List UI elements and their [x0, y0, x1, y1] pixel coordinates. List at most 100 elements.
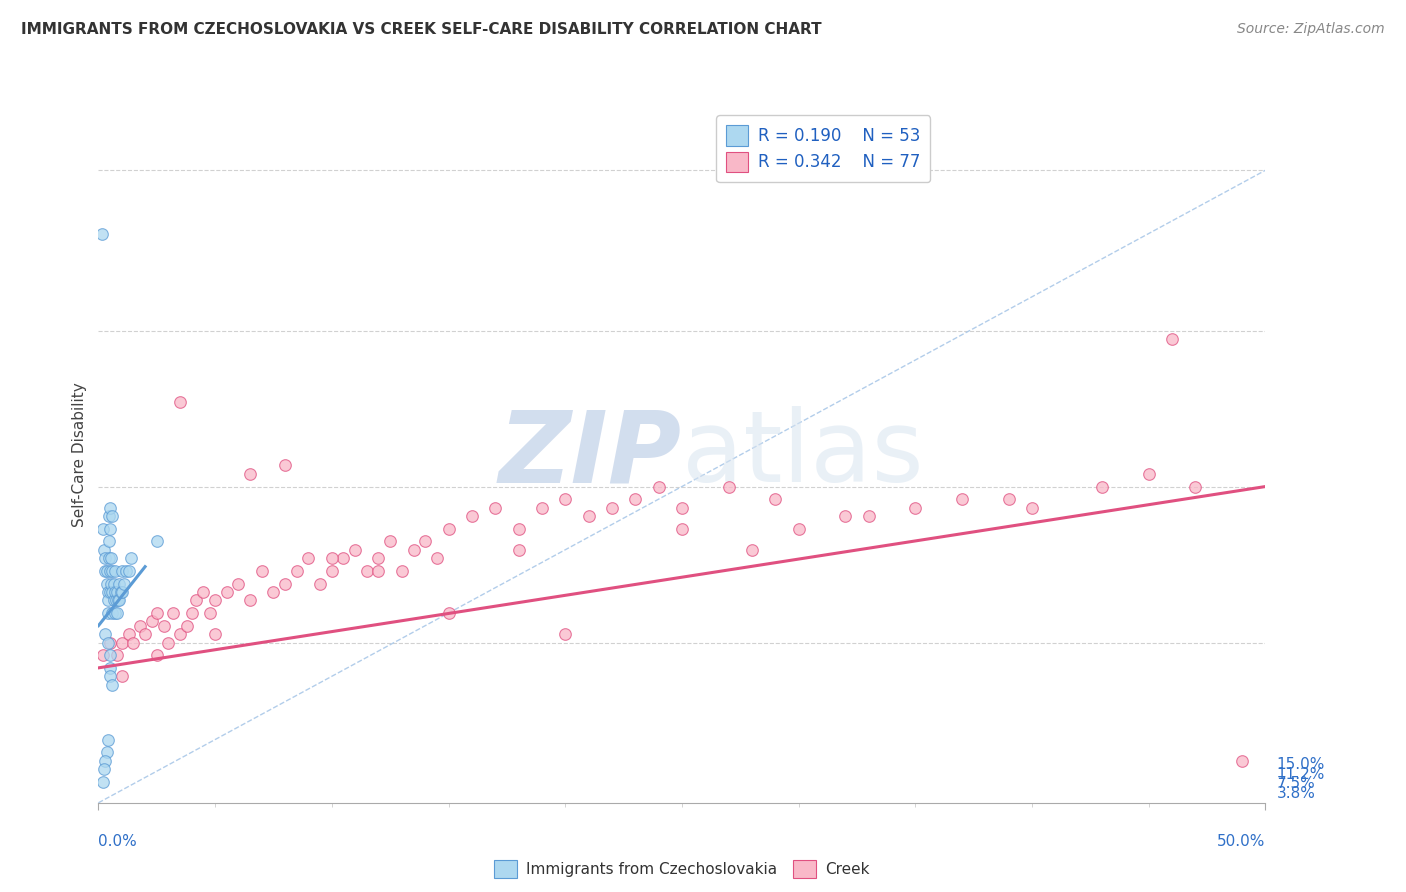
Point	[157, 635, 180, 649]
Point	[103, 576, 125, 591]
Point	[97, 732, 120, 747]
Point	[97, 534, 120, 549]
Point	[215, 585, 238, 599]
Point	[101, 678, 124, 692]
Point	[309, 576, 332, 591]
Point	[204, 593, 226, 607]
Point	[111, 564, 134, 578]
Point	[647, 479, 669, 493]
Point	[141, 615, 163, 629]
Point	[91, 522, 114, 536]
Point	[180, 606, 202, 620]
Point	[344, 542, 367, 557]
Point	[108, 593, 131, 607]
Point	[741, 542, 763, 557]
Point	[169, 395, 191, 409]
Point	[437, 606, 460, 620]
Point	[600, 500, 623, 515]
Point	[97, 551, 120, 566]
Point	[671, 522, 693, 536]
Point	[111, 669, 134, 683]
Point	[332, 551, 354, 566]
Point	[413, 534, 436, 549]
Point	[97, 635, 120, 649]
Point	[285, 564, 308, 578]
Point	[858, 509, 880, 524]
Point	[107, 593, 129, 607]
Point	[91, 648, 114, 663]
Point	[146, 648, 169, 663]
Point	[274, 576, 297, 591]
Point	[250, 564, 273, 578]
Text: atlas: atlas	[682, 407, 924, 503]
Point	[115, 564, 138, 578]
Point	[111, 635, 134, 649]
Point	[101, 585, 124, 599]
Point	[101, 509, 124, 524]
Text: 11.2%: 11.2%	[1277, 767, 1324, 781]
Point	[98, 635, 121, 649]
Point	[120, 551, 142, 566]
Point	[105, 606, 128, 620]
Point	[367, 551, 389, 566]
Text: 15.0%: 15.0%	[1277, 757, 1324, 772]
Point	[108, 576, 131, 591]
Point	[578, 509, 600, 524]
Point	[297, 551, 319, 566]
Legend: Immigrants from Czechoslovakia, Creek: Immigrants from Czechoslovakia, Creek	[486, 853, 877, 886]
Point	[321, 551, 343, 566]
Text: Source: ZipAtlas.com: Source: ZipAtlas.com	[1237, 22, 1385, 37]
Point	[93, 542, 115, 557]
Point	[97, 509, 120, 524]
Point	[118, 627, 141, 641]
Point	[129, 618, 152, 632]
Point	[101, 606, 124, 620]
Text: 0.0%: 0.0%	[98, 834, 138, 849]
Point	[97, 593, 120, 607]
Text: 7.5%: 7.5%	[1277, 776, 1315, 791]
Point	[91, 774, 114, 789]
Point	[162, 606, 184, 620]
Point	[118, 564, 141, 578]
Point	[228, 576, 250, 591]
Y-axis label: Self-Care Disability: Self-Care Disability	[72, 383, 87, 527]
Text: IMMIGRANTS FROM CZECHOSLOVAKIA VS CREEK SELF-CARE DISABILITY CORRELATION CHART: IMMIGRANTS FROM CZECHOSLOVAKIA VS CREEK …	[21, 22, 821, 37]
Point	[104, 606, 127, 620]
Point	[152, 618, 174, 632]
Point	[98, 648, 121, 663]
Point	[239, 467, 262, 481]
Point	[96, 745, 118, 759]
Text: ZIP: ZIP	[499, 407, 682, 503]
Point	[904, 500, 927, 515]
Text: 50.0%: 50.0%	[1218, 834, 1265, 849]
Point	[104, 564, 127, 578]
Point	[484, 500, 506, 515]
Point	[554, 492, 576, 507]
Point	[169, 627, 191, 641]
Point	[100, 576, 122, 591]
Point	[461, 509, 484, 524]
Point	[624, 492, 647, 507]
Point	[530, 500, 553, 515]
Point	[100, 551, 122, 566]
Point	[97, 606, 120, 620]
Point	[94, 627, 117, 641]
Point	[834, 509, 856, 524]
Point	[1021, 500, 1043, 515]
Point	[186, 593, 208, 607]
Point	[356, 564, 378, 578]
Point	[96, 576, 118, 591]
Point	[103, 593, 125, 607]
Point	[90, 227, 112, 241]
Point	[554, 627, 576, 641]
Point	[96, 564, 118, 578]
Point	[1161, 332, 1184, 346]
Point	[508, 542, 530, 557]
Point	[763, 492, 786, 507]
Point	[104, 585, 127, 599]
Point	[950, 492, 973, 507]
Point	[98, 661, 121, 675]
Point	[997, 492, 1019, 507]
Point	[146, 534, 169, 549]
Point	[101, 564, 124, 578]
